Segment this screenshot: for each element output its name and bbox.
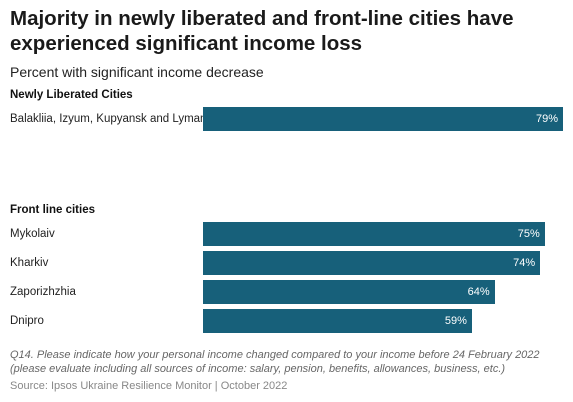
category-label: Zaporizhzhia	[10, 286, 76, 298]
category-label: Balakliia, Izyum, Kupyansk and Lyman	[10, 113, 207, 125]
question-note: Q14. Please indicate how your personal i…	[10, 349, 540, 375]
data-label: 79%	[535, 113, 558, 125]
chart-subtitle: Percent with significant income decrease	[10, 64, 264, 80]
data-label: 74%	[513, 257, 536, 269]
bar: 75%	[203, 222, 545, 246]
category-label: Mykolaiv	[10, 228, 55, 240]
bar: 74%	[203, 251, 541, 275]
bar: 59%	[203, 309, 472, 333]
category-label: Dnipro	[10, 315, 44, 327]
bar: 64%	[203, 280, 495, 304]
category-label: Kharkiv	[10, 257, 49, 269]
group-label: Newly Liberated Cities	[10, 89, 133, 101]
data-label: 59%	[444, 315, 467, 327]
bar: 79%	[203, 107, 563, 131]
data-label: 64%	[467, 286, 490, 298]
chart-title: Majority in newly liberated and front-li…	[10, 7, 514, 55]
group-label: Front line cities	[10, 204, 95, 216]
source-line: Source: Ipsos Ukraine Resilience Monitor…	[10, 380, 288, 392]
data-label: 75%	[517, 228, 540, 240]
